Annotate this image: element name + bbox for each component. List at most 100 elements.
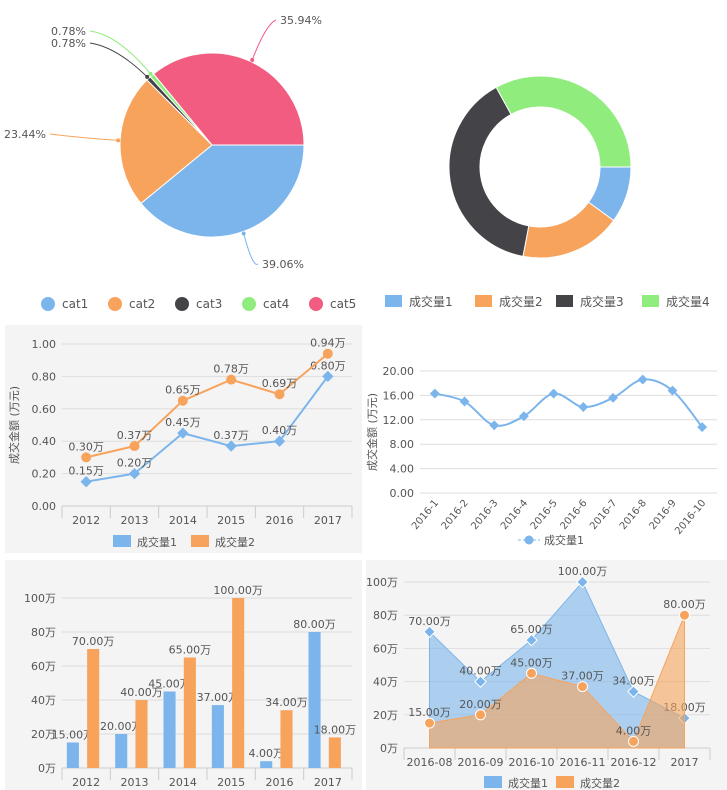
data-point[interactable]	[177, 427, 189, 439]
data-point[interactable]	[322, 370, 334, 383]
series-line-成交量1	[434, 378, 703, 428]
pie-connector-dot	[148, 71, 153, 76]
bar-成交量1-2015[interactable]	[211, 705, 224, 768]
x-tick-label: 2016-3	[469, 498, 500, 532]
legend-label-cat2[interactable]: cat2	[129, 297, 155, 311]
data-point[interactable]	[577, 681, 588, 693]
pie-data-label: 23.44%	[4, 128, 46, 141]
data-point[interactable]	[128, 467, 141, 480]
legend-label-cat1[interactable]: cat1	[62, 297, 88, 311]
bar-成交量1-2013[interactable]	[115, 734, 128, 768]
legend-label[interactable]: 成交量2	[499, 294, 543, 309]
bar-成交量2-2015[interactable]	[232, 598, 245, 768]
data-point[interactable]	[525, 633, 538, 647]
data-point[interactable]	[226, 374, 237, 385]
data-point[interactable]	[129, 441, 140, 452]
data-point[interactable]	[274, 389, 285, 400]
data-point[interactable]	[81, 452, 92, 463]
data-label: 40.00万	[459, 665, 502, 678]
data-point[interactable]	[576, 575, 589, 589]
pie-data-label: 35.94%	[280, 14, 322, 27]
bar-成交量1-2014[interactable]	[163, 691, 176, 769]
legend-label[interactable]: 成交量4	[666, 294, 710, 309]
legend-label[interactable]: 成交量2	[215, 535, 255, 549]
data-point[interactable]	[679, 609, 690, 621]
legend-label[interactable]: 成交量3	[580, 294, 624, 309]
legend-label[interactable]: 成交量1	[544, 533, 584, 547]
data-point[interactable]	[578, 402, 589, 412]
data-point[interactable]	[459, 396, 470, 407]
pie-connector-dot	[145, 74, 150, 79]
data-label: 40.00万	[120, 686, 163, 699]
data-point[interactable]	[637, 374, 648, 385]
x-tick-label: 2016-11	[560, 756, 606, 769]
data-point[interactable]	[697, 422, 708, 433]
legend-marker	[191, 535, 209, 547]
bar-成交量1-2012[interactable]	[66, 742, 79, 769]
x-tick-label: 2016-2	[440, 498, 471, 532]
y-tick-label: 20万	[373, 709, 398, 722]
legend-label-cat5[interactable]: cat5	[330, 297, 356, 311]
data-point[interactable]	[225, 440, 237, 452]
legend-marker	[113, 535, 131, 547]
bar-成交量2-2016[interactable]	[280, 710, 293, 768]
x-tick-label: 2013	[121, 776, 149, 789]
bar-成交量2-2014[interactable]	[183, 657, 196, 769]
y-tick-label: 0.20	[32, 468, 57, 481]
data-point[interactable]	[177, 395, 188, 406]
legend-label[interactable]: 成交量1	[508, 776, 548, 790]
y-tick-label: 60万	[373, 642, 398, 655]
data-point[interactable]	[667, 385, 678, 396]
legend-label[interactable]: 成交量1	[137, 535, 177, 549]
legend-marker-成交量2	[475, 295, 492, 307]
data-point[interactable]	[627, 685, 640, 698]
data-point[interactable]	[489, 420, 500, 431]
bar-成交量2-2017[interactable]	[328, 737, 341, 768]
x-tick-label: 2014	[169, 776, 197, 789]
data-label: 18.00万	[314, 723, 357, 736]
x-tick-label: 2016-08	[407, 756, 453, 769]
data-point[interactable]	[475, 709, 486, 721]
data-point[interactable]	[526, 667, 537, 679]
data-point[interactable]	[429, 388, 440, 399]
data-label: 80.00万	[663, 598, 706, 611]
legend-label-cat3[interactable]: cat3	[196, 297, 222, 311]
data-point[interactable]	[519, 411, 529, 422]
y-tick-label: 40万	[31, 694, 56, 707]
bar-成交量2-2012[interactable]	[87, 649, 100, 768]
donut-slice-4[interactable]	[495, 75, 632, 168]
panel-line-chart-1	[5, 325, 362, 553]
data-point[interactable]	[423, 625, 436, 639]
data-point[interactable]	[608, 392, 618, 403]
x-tick-label: 2017	[314, 514, 342, 527]
pie-connector	[89, 30, 151, 75]
pie-slice-cat1[interactable]	[140, 144, 305, 238]
legend-label[interactable]: 成交量1	[409, 294, 453, 309]
x-tick-label: 2017	[671, 756, 699, 769]
x-tick-label: 2014	[169, 514, 197, 527]
data-point[interactable]	[322, 348, 333, 359]
pie-slice-cat5[interactable]	[152, 52, 305, 146]
donut-slice-2[interactable]	[522, 201, 615, 259]
legend-marker-成交量4	[642, 295, 659, 307]
x-tick-label: 2016-10	[509, 756, 555, 769]
data-point[interactable]	[424, 717, 435, 729]
data-point[interactable]	[273, 435, 286, 447]
data-point[interactable]	[474, 675, 487, 688]
data-point[interactable]	[628, 735, 639, 747]
x-tick-label: 2015	[217, 514, 245, 527]
legend-label[interactable]: 成交量2	[580, 776, 620, 790]
data-label: 20.00万	[459, 698, 502, 711]
legend-label-cat4[interactable]: cat4	[263, 297, 289, 311]
bar-成交量1-2017[interactable]	[308, 632, 321, 768]
data-point[interactable]	[548, 388, 559, 399]
bar-成交量1-2016[interactable]	[260, 761, 273, 768]
data-label: 70.00万	[408, 615, 451, 628]
y-tick-label: 12.00	[383, 414, 415, 427]
bar-成交量2-2013[interactable]	[135, 700, 148, 768]
pie-slice-cat2[interactable]	[119, 79, 213, 205]
legend-marker-cat2	[108, 297, 122, 311]
x-tick-label: 2012	[72, 514, 100, 527]
legend-marker	[524, 535, 534, 545]
donut-slice-3[interactable]	[448, 86, 530, 257]
